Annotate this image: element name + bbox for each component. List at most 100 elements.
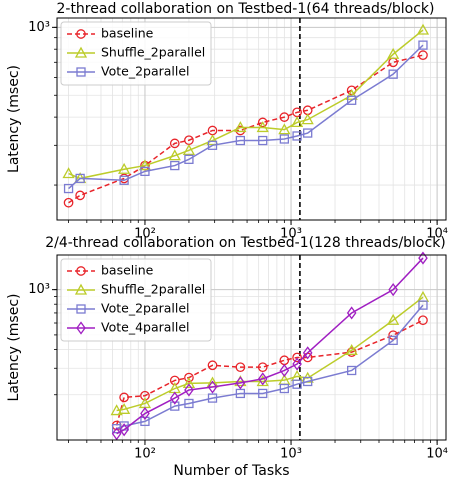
x-tick-label: 10² — [134, 227, 156, 242]
data-point — [388, 283, 398, 297]
legend-text: Vote_4parallel — [101, 320, 190, 335]
legend-marker — [76, 266, 86, 276]
legend-marker — [76, 321, 86, 335]
data-point — [279, 383, 290, 394]
data-point — [75, 190, 85, 201]
data-point — [207, 393, 218, 403]
data-point — [235, 388, 246, 399]
y-axis-label: Latency (msec) — [6, 294, 22, 402]
data-point — [184, 383, 194, 397]
legend-text: Shuffle_2parallel — [101, 45, 205, 60]
series-line — [68, 44, 424, 190]
legend-marker — [76, 29, 86, 39]
data-point — [206, 134, 219, 146]
data-point — [303, 376, 313, 387]
data-point — [140, 390, 150, 401]
data-point — [170, 401, 180, 411]
data-point — [110, 404, 123, 416]
data-point — [119, 175, 129, 185]
data-point — [346, 306, 357, 320]
data-point — [290, 116, 304, 128]
data-point — [345, 343, 358, 355]
y-tick-label: 10³ — [28, 20, 50, 35]
chart-title: 2-thread collaboration on Testbed-1(64 t… — [56, 1, 434, 17]
data-point — [345, 88, 358, 100]
legend-text: baseline — [101, 263, 154, 278]
series-line — [68, 29, 424, 180]
data-point — [63, 197, 74, 208]
data-point — [292, 357, 302, 371]
data-point — [235, 376, 246, 390]
series-line — [115, 319, 424, 426]
legend-text: Vote_2parallel — [101, 64, 190, 79]
data-point — [303, 128, 313, 138]
legend-text: baseline — [101, 26, 154, 41]
data-point — [257, 372, 268, 386]
data-point — [140, 406, 150, 421]
data-point — [279, 134, 290, 144]
data-point — [119, 423, 129, 437]
data-point — [184, 154, 194, 164]
x-tick-label: 10² — [134, 447, 156, 462]
data-point — [118, 162, 131, 174]
data-point — [207, 380, 218, 394]
data-point — [278, 123, 291, 135]
data-point — [256, 121, 269, 133]
data-point — [63, 183, 74, 194]
data-point — [169, 138, 180, 149]
legend-marker — [74, 283, 88, 295]
data-point — [347, 95, 357, 105]
data-point — [388, 69, 398, 79]
data-point — [75, 173, 85, 184]
data-point — [418, 300, 428, 310]
legend-marker — [76, 67, 86, 77]
data-point — [388, 335, 398, 346]
data-point — [182, 377, 196, 389]
data-point — [258, 135, 268, 146]
series-line — [116, 304, 424, 430]
legend-text: Vote_2parallel — [101, 301, 190, 316]
x-tick-label: 10⁴ — [426, 447, 448, 462]
data-point — [140, 416, 150, 427]
data-point — [416, 23, 430, 35]
data-point — [207, 140, 218, 150]
legend-marker — [76, 304, 86, 314]
data-point — [111, 427, 122, 441]
data-point — [418, 251, 428, 265]
data-point — [387, 47, 400, 59]
data-point — [292, 131, 302, 141]
data-point — [234, 121, 247, 133]
data-point — [182, 144, 196, 155]
y-tick-label: 10³ — [28, 282, 50, 297]
data-point — [235, 135, 246, 146]
data-point — [301, 113, 314, 125]
data-point — [292, 379, 302, 389]
data-point — [140, 166, 150, 177]
data-point — [207, 360, 218, 371]
data-point — [347, 365, 357, 376]
data-point — [118, 402, 131, 414]
data-point — [257, 362, 268, 373]
data-point — [418, 315, 428, 326]
series-line — [68, 54, 424, 204]
plot-frame — [56, 17, 447, 221]
x-tick-label: 10³ — [280, 227, 302, 242]
data-point — [387, 313, 400, 325]
data-point — [257, 117, 268, 128]
legend-box — [60, 258, 212, 342]
legend-marker — [74, 46, 88, 58]
chart-title: 2/4-thread collaboration on Testbed-1(12… — [45, 235, 446, 251]
data-point — [170, 160, 180, 171]
legend-text: Shuffle_2parallel — [101, 282, 205, 297]
x-tick-label: 10⁴ — [426, 227, 448, 242]
data-point — [62, 167, 75, 179]
series-line — [116, 257, 424, 435]
data-point — [279, 363, 290, 378]
data-point — [168, 149, 181, 161]
y-axis-label: Latency (msec) — [6, 65, 22, 173]
data-point — [184, 372, 194, 383]
data-point — [292, 352, 302, 363]
data-point — [138, 159, 152, 171]
legend-box — [60, 21, 212, 86]
